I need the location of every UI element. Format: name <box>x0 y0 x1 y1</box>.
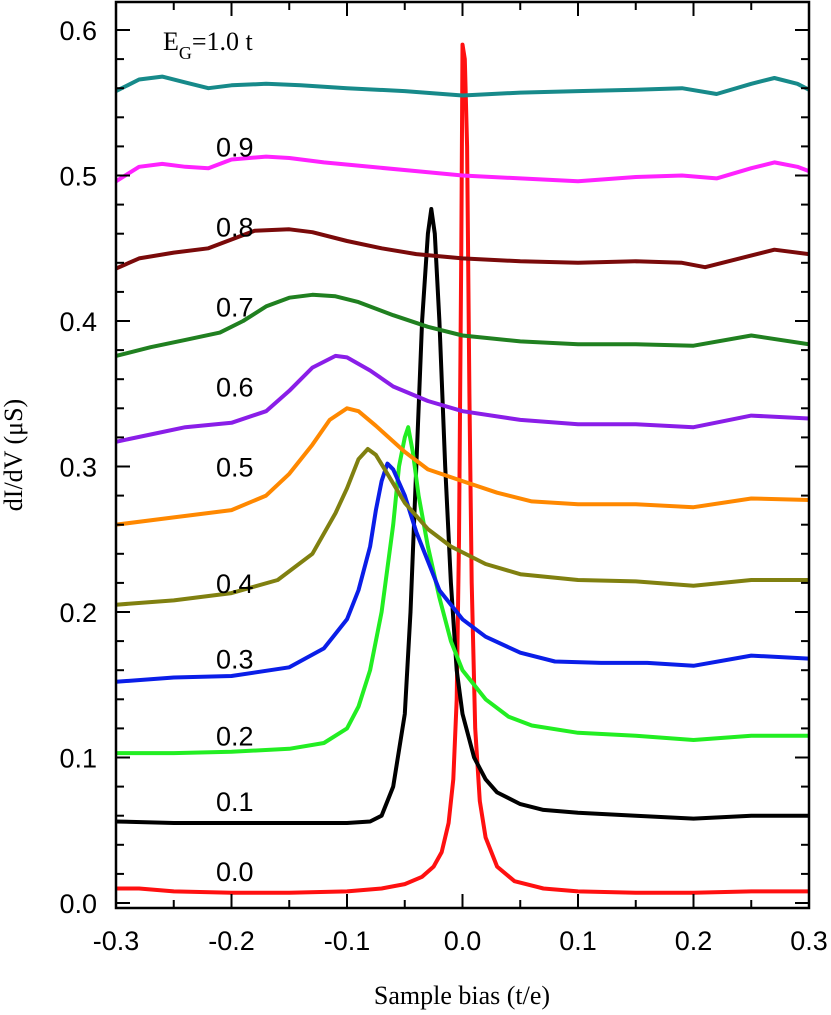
series-line-1 <box>116 207 809 825</box>
x-tick-label: 0.3 <box>790 926 828 956</box>
series-line-4 <box>116 447 809 607</box>
series-layer <box>116 42 809 895</box>
x-axis-title: Sample bias (t/e) <box>374 981 550 1010</box>
x-tick-label: -0.2 <box>208 926 255 956</box>
series-label-0.7: 0.7 <box>216 292 254 322</box>
x-tick-label: 0.2 <box>675 926 713 956</box>
series-label-0.5: 0.5 <box>216 453 254 483</box>
plot-frame <box>114 0 811 910</box>
y-axis-title: dI/dV (μS) <box>0 399 28 511</box>
series-line-3 <box>116 461 809 684</box>
series-line-6 <box>116 353 809 444</box>
x-tick-label: -0.1 <box>324 926 371 956</box>
label-layer: -0.3 -0.2 -0.1 0.0 0.1 0.2 0.3 0.0 0.1 0.2 0.3 0.4 0… <box>59 16 827 956</box>
x-tick-label: 0.1 <box>559 926 597 956</box>
series-line-5 <box>116 406 809 527</box>
series-line-8 <box>116 227 809 271</box>
series-line-2 <box>116 425 809 756</box>
x-tick-label: -0.3 <box>93 926 140 956</box>
series-label-0.8: 0.8 <box>216 212 254 242</box>
y-tick-label: 0.0 <box>59 889 97 919</box>
series-line-0 <box>116 42 809 895</box>
series-label-0.3: 0.3 <box>216 645 254 675</box>
series-label-0.9: 0.9 <box>216 132 254 162</box>
y-tick-label: 0.3 <box>59 453 97 483</box>
series-line-7 <box>116 292 809 358</box>
series-line-10 <box>116 74 809 98</box>
series-label-0.2: 0.2 <box>216 722 254 752</box>
y-tick-label: 0.1 <box>59 744 97 774</box>
series-label-0.4: 0.4 <box>216 569 254 599</box>
x-tick-label: 0.0 <box>444 926 482 956</box>
series-label-0.6: 0.6 <box>216 372 254 402</box>
series-label-0.1: 0.1 <box>216 787 254 817</box>
series-label-0.0: 0.0 <box>216 857 254 887</box>
y-tick-label: 0.5 <box>59 162 97 192</box>
series-line-9 <box>116 154 809 184</box>
annotation-eg: EG=1.0 t <box>163 27 254 63</box>
y-tick-label: 0.2 <box>59 598 97 628</box>
y-tick-label: 0.4 <box>59 307 97 337</box>
y-tick-label: 0.6 <box>59 16 97 46</box>
